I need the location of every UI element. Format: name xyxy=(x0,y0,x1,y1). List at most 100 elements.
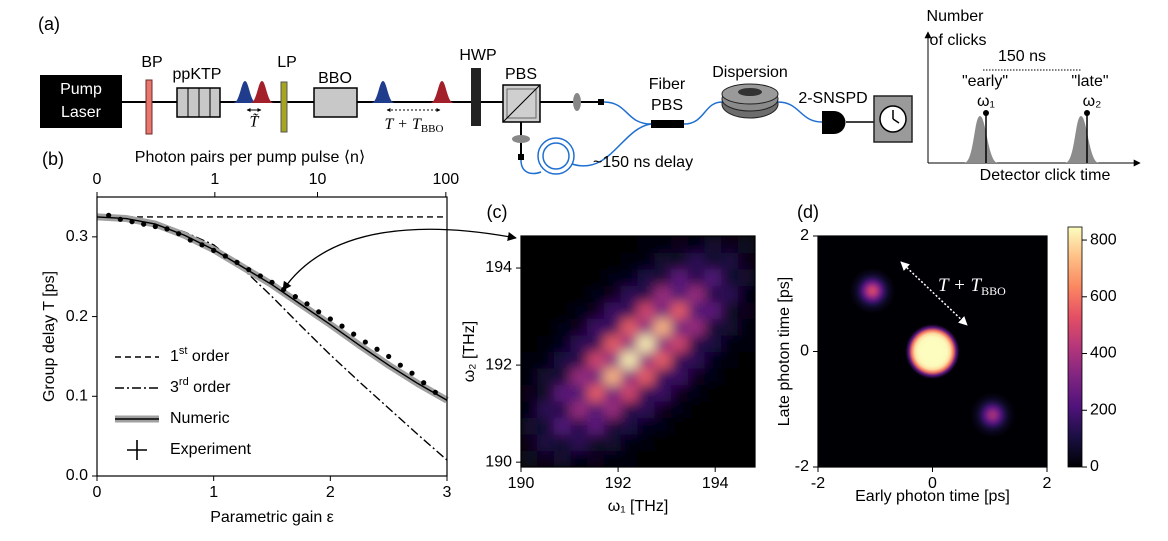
heatmap-cell xyxy=(620,351,639,369)
lens xyxy=(573,93,581,111)
heatmap-cell xyxy=(737,236,755,253)
heatmap-cell xyxy=(570,400,589,418)
dispersion-label: Dispersion xyxy=(712,64,788,81)
heatmap-cell xyxy=(570,285,589,303)
legend-sup: st xyxy=(179,345,188,357)
heatmap-cell xyxy=(737,301,755,319)
annotation-arrow xyxy=(900,261,968,326)
bbo-crystal xyxy=(313,87,358,118)
heatmap-cell xyxy=(687,236,706,253)
heatmap-cell xyxy=(737,367,755,385)
fiber-coupler xyxy=(598,99,604,105)
heatmap-cell xyxy=(537,252,555,270)
heatmap-cell xyxy=(587,301,606,319)
data-point xyxy=(211,247,217,254)
heatmap-cell xyxy=(553,285,572,303)
hwp-label: HWP xyxy=(459,47,496,64)
heatmap-cell xyxy=(637,334,656,352)
heatmap-cell xyxy=(637,268,656,286)
heatmap-cell xyxy=(587,384,606,402)
heatmap-cell xyxy=(737,417,755,435)
x-tick-label: 194 xyxy=(702,475,729,492)
heatmap-cell xyxy=(587,417,606,435)
heatmap-cell xyxy=(537,450,555,467)
heatmap-cell xyxy=(704,252,723,270)
heatmap-cell xyxy=(521,252,539,270)
heatmap-cell xyxy=(537,318,555,336)
x-tick-label: 0 xyxy=(928,475,937,492)
heatmap-cell xyxy=(620,252,639,270)
heatmap-cell xyxy=(704,334,723,352)
lens xyxy=(512,135,530,143)
heatmap-cell xyxy=(553,351,572,369)
heatmap-cell xyxy=(670,351,689,369)
heatmap-cell xyxy=(620,417,639,435)
heatmap-cell xyxy=(604,285,622,303)
heatmap-cell xyxy=(654,236,672,253)
heatmap-cell xyxy=(537,285,555,303)
link-arrow xyxy=(282,228,517,291)
heatmap-cell xyxy=(687,450,706,467)
heatmap-cell xyxy=(654,400,672,418)
colorbar-tick-label: 800 xyxy=(1090,231,1117,248)
top-x-tick-label: 10 xyxy=(309,171,327,188)
heatmap-cell xyxy=(637,301,656,319)
legend-label: Experiment xyxy=(170,441,251,458)
heatmap-cell xyxy=(737,400,755,418)
data-point xyxy=(176,231,182,237)
heatmap-cell xyxy=(553,252,572,270)
heatmap-cell xyxy=(553,384,572,402)
heatmap-cell xyxy=(570,433,589,451)
heatmap-cell xyxy=(670,268,689,286)
pump-laser xyxy=(40,75,122,128)
heatmap-cell xyxy=(654,450,672,467)
heatmap-cell xyxy=(587,268,606,286)
heatmap-cell xyxy=(721,417,739,435)
legend-label: 1st order xyxy=(170,345,230,365)
heatmap-cell xyxy=(570,318,589,336)
longpass-filter xyxy=(280,81,288,133)
heatmap-cell xyxy=(521,450,539,467)
heatmap-cell xyxy=(637,400,656,418)
heatmap-cell xyxy=(654,417,672,435)
pulse-red xyxy=(430,81,454,103)
heatmap-cell xyxy=(553,450,572,467)
x-tick-label: 1 xyxy=(209,484,218,501)
heatmap-cell xyxy=(521,301,539,319)
x-tick-label: 3 xyxy=(443,484,452,501)
heatmap-cell xyxy=(704,318,723,336)
heatmap-cell xyxy=(704,301,723,319)
heatmap-cell xyxy=(553,433,572,451)
numeric-band xyxy=(96,213,449,404)
legend-sup: rd xyxy=(179,376,189,388)
legend-text: order xyxy=(187,348,229,365)
heatmap-cell xyxy=(737,318,755,336)
heatmap-cell xyxy=(704,400,723,418)
heatmap-cell xyxy=(721,450,739,467)
inset-late: ω₂ xyxy=(1083,93,1102,110)
heatmap-cell xyxy=(721,318,739,336)
data-point xyxy=(339,323,345,329)
y-tick-label: 0.2 xyxy=(66,308,88,325)
heatmap-cell xyxy=(604,433,622,451)
heatmap-cell xyxy=(604,268,622,286)
heatmap-cell xyxy=(537,417,555,435)
heatmap-cell xyxy=(654,268,672,286)
heatmap-cell xyxy=(604,400,622,418)
heatmap-cell xyxy=(704,236,723,253)
heatmap-cell xyxy=(620,285,639,303)
legend-text: 1 xyxy=(170,348,179,365)
inset-ylabel: Number xyxy=(927,8,985,25)
time-tagger xyxy=(873,95,913,143)
heatmap-cell xyxy=(604,301,622,319)
data-point xyxy=(386,353,392,360)
panel-label: (b) xyxy=(42,149,64,169)
y-tick-label: -2 xyxy=(795,458,809,475)
heatmap-cell xyxy=(637,367,656,385)
heatmap-cell xyxy=(737,450,755,467)
heatmap-cell xyxy=(537,268,555,286)
heatmap-cell xyxy=(687,384,706,402)
colorbar-tick-label: 400 xyxy=(1090,345,1117,362)
heatmap-cell xyxy=(637,417,656,435)
y-tick-label: 0.1 xyxy=(66,388,88,405)
